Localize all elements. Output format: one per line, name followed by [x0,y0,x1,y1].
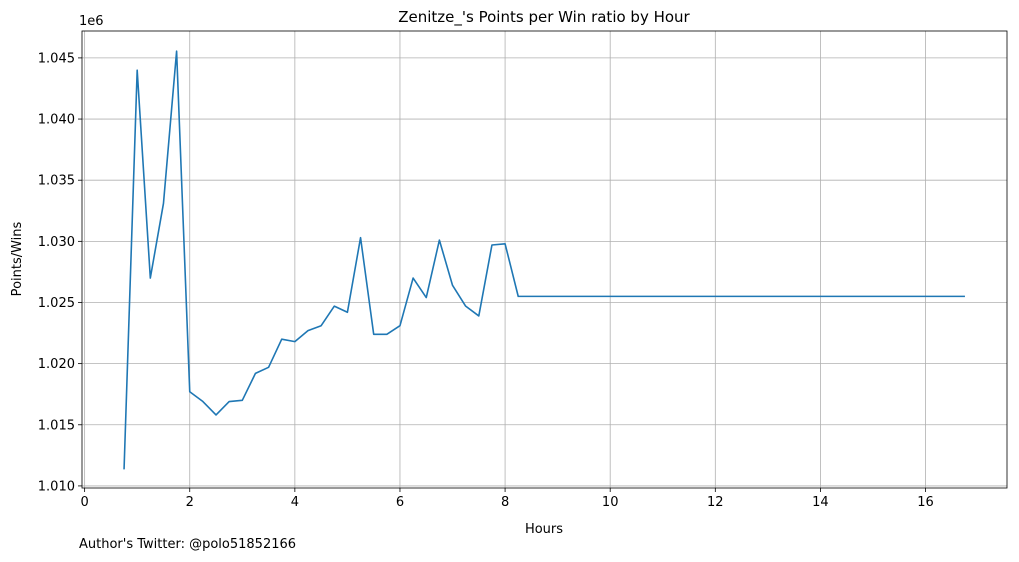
y-tick-label: 1.040 [38,113,75,128]
chart-title: Zenitze_'s Points per Win ratio by Hour [398,8,690,27]
y-axis-label: Points/Wins [10,221,25,296]
x-tick-label: 12 [707,495,724,510]
y-tick-label: 1.045 [38,51,75,66]
y-tick-label: 1.010 [38,479,75,494]
y-axis-offset-label: 1e6 [79,14,104,29]
x-tick-label: 4 [291,495,299,510]
y-tick-label: 1.015 [38,418,75,433]
plot-frame [81,30,1008,489]
y-axis-ticks: 1.010 1.015 1.020 1.025 1.030 1.035 1.040 1.045 [38,51,82,494]
x-tick-label: 8 [501,495,509,510]
x-tick-label: 0 [80,495,88,510]
author-credit: Author's Twitter: @polo51852166 [79,537,297,552]
y-tick-label: 1.035 [38,174,75,189]
x-tick-label: 10 [602,495,619,510]
x-tick-label: 14 [812,495,829,510]
series-line [123,50,965,470]
x-tick-label: 16 [917,495,934,510]
x-axis-ticks: 0 2 4 6 8 10 12 14 16 [80,488,934,510]
y-tick-label: 1.020 [38,357,75,372]
y-tick-label: 1.025 [38,296,75,311]
x-axis-label: Hours [525,522,563,537]
x-tick-label: 6 [396,495,404,510]
series-layer [123,50,965,470]
x-tick-label: 2 [186,495,194,510]
y-tick-label: 1.030 [38,235,75,250]
grid [82,31,1007,488]
